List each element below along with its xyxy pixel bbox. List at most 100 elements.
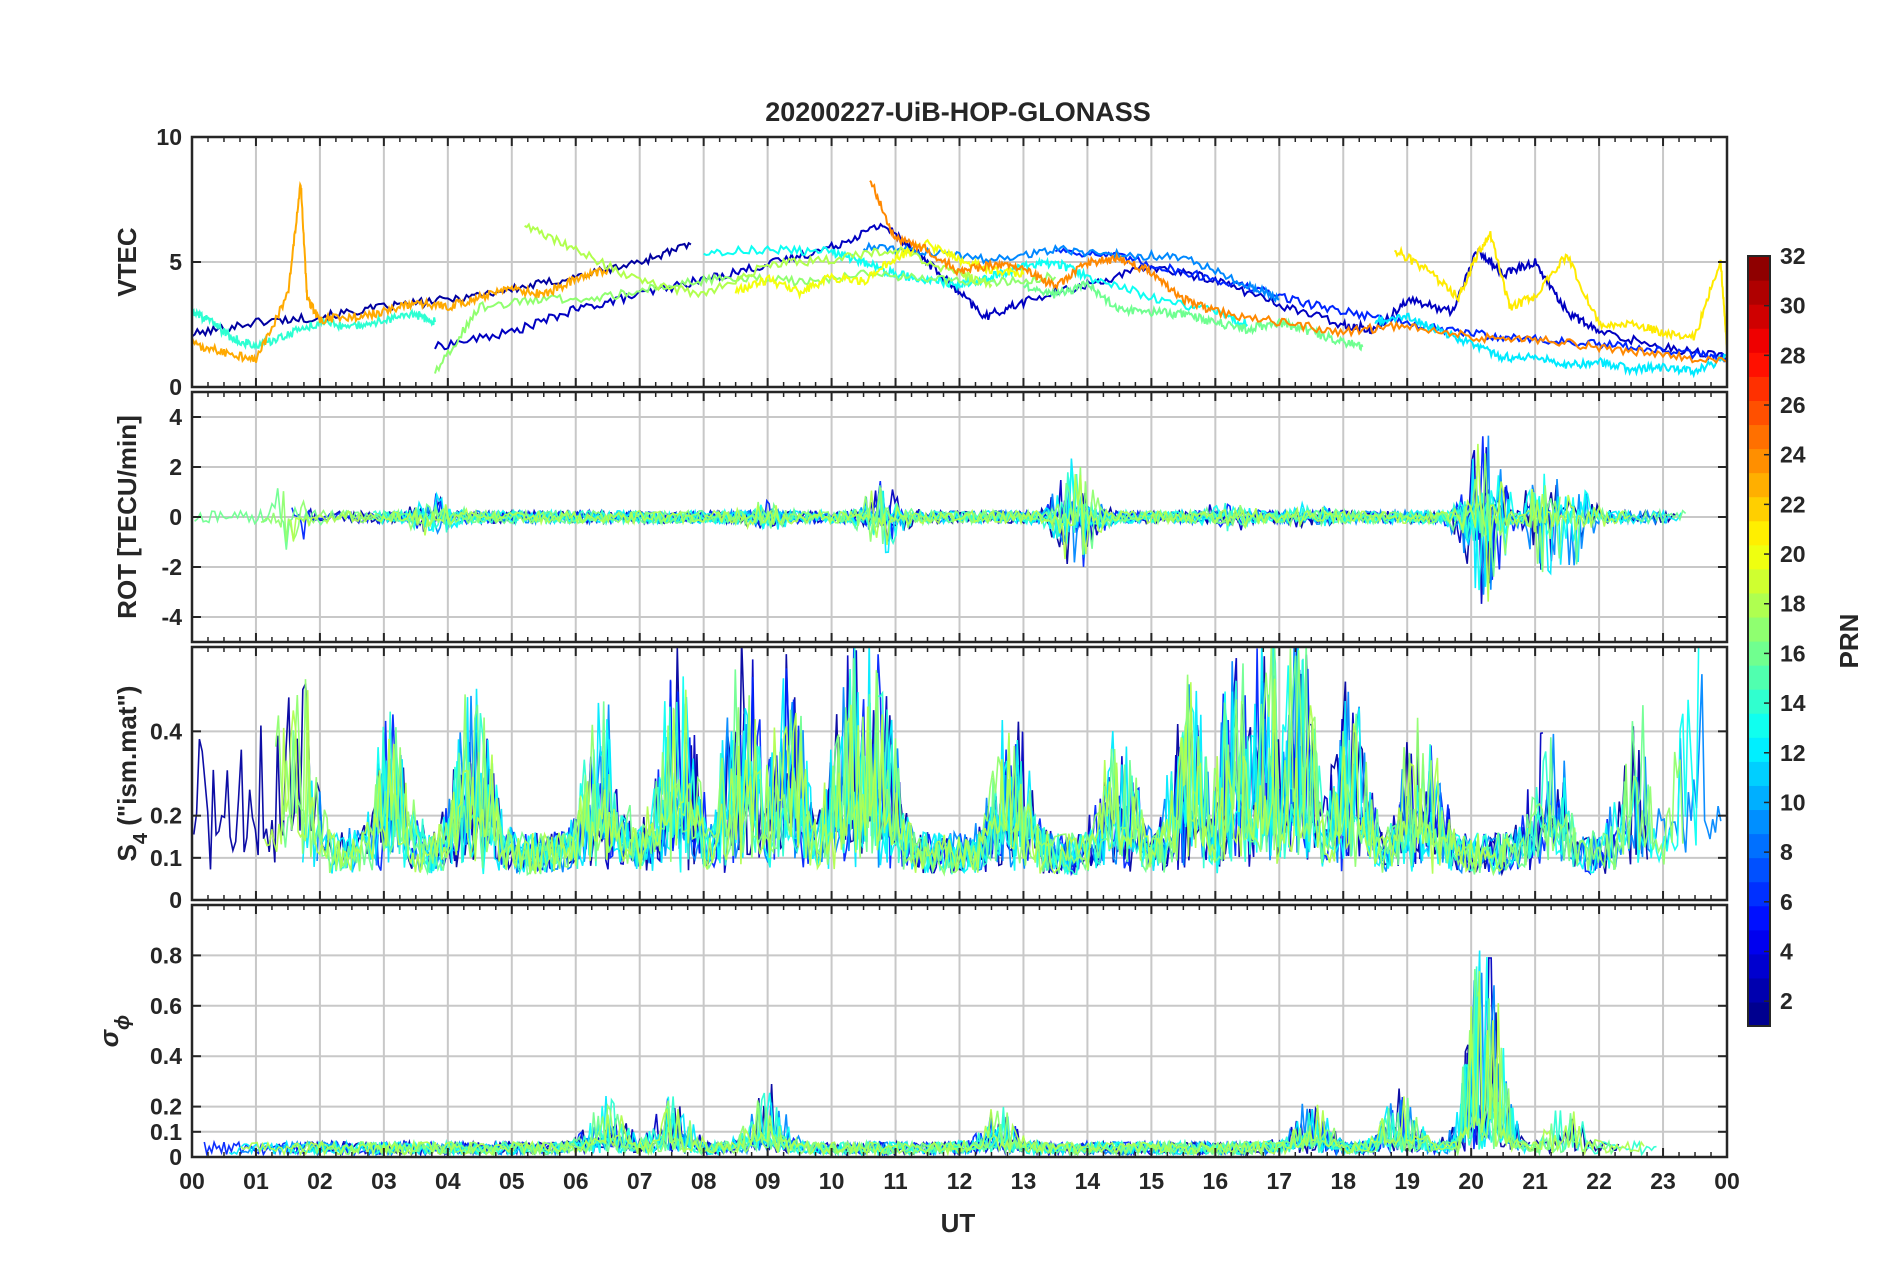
y-tick-label: 0.1 [150,845,182,871]
y-tick-label: 0 [169,1144,182,1170]
colorbar-tick-label: 8 [1780,839,1793,865]
series-prn-23 [192,181,609,364]
trace-s4-9 [263,678,1510,875]
x-tick-label: 02 [307,1168,333,1194]
x-tick-label: 01 [243,1168,269,1194]
y-tick-label: 0.1 [150,1119,182,1145]
x-tick-label: 04 [435,1168,461,1194]
trace-rot-8 [260,453,1561,573]
figure-title: 20200227-UiB-HOP-GLONASS [765,97,1151,127]
trace-sigma-4 [228,950,1528,1157]
data-s4 [193,647,1722,877]
colorbar-band [1748,304,1770,329]
trace-s4-8 [274,647,1684,877]
series-prn-12 [1374,312,1727,379]
x-tick-label: 23 [1650,1168,1676,1194]
panel-vtec: 0 5 10 VTEC [112,124,1729,400]
x-tick-label: 15 [1139,1168,1165,1194]
colorbar-band [1748,256,1770,281]
colorbar-band [1748,424,1770,450]
series-prn-16 [1022,279,1364,352]
series-prn-18 [524,222,993,299]
x-tick-label: 06 [563,1168,589,1194]
trace-rot-1 [305,447,1557,604]
colorbar-frame [1747,255,1771,1027]
x-tick-label: 16 [1203,1168,1229,1194]
colorbar-band [1748,544,1770,570]
x-tick-label: 09 [755,1168,781,1194]
x-tick-label: 19 [1394,1168,1420,1194]
x-tick-label: 08 [691,1168,717,1194]
y-tick-label: 0 [169,504,182,530]
colorbar-band [1748,833,1770,859]
colorbar-tick-label: 24 [1780,442,1806,468]
x-tick-label: 11 [883,1168,908,1194]
colorbar-band [1748,641,1770,666]
colorbar-band [1748,376,1770,401]
colorbar-band [1748,520,1770,546]
x-tick-label: 00 [179,1168,205,1194]
colorbar-band [1748,496,1770,522]
y-tick-label: 0.2 [150,1094,182,1120]
x-tick-label: 05 [499,1168,525,1194]
colorbar-tick-label: 32 [1780,243,1806,269]
colorbar-tick-label: 14 [1780,690,1806,716]
x-tick-label: 00 [1714,1168,1740,1194]
colorbar-band [1748,472,1770,498]
colorbar-tick-label: 4 [1780,938,1793,964]
colorbar-tick-label: 16 [1780,640,1806,666]
colorbar-band [1748,400,1770,426]
y-tick-label: -2 [162,554,182,580]
y-tick-label: 0.8 [150,942,182,968]
trace-rot-9 [288,443,1631,602]
colorbar-tick-label: 20 [1780,541,1806,567]
colorbar-tick-label: 6 [1780,889,1793,915]
trace-sigma-9 [240,971,1645,1157]
colorbar-band [1748,977,1770,1003]
data-sigma [203,950,1657,1157]
x-tick-label: 20 [1458,1168,1484,1194]
series-prn-21 [1394,230,1727,350]
series-prn-2 [192,241,692,338]
data-vtec [192,180,1727,379]
series-prn-20 [734,238,1025,300]
y-tick-label: 0.6 [150,993,182,1019]
x-tick-label: 10 [819,1168,845,1194]
colorbar-band [1748,592,1770,618]
y-axis-label-sigma: σϕ [94,1015,134,1047]
colorbar-band [1748,929,1770,955]
x-tick-label: 13 [1011,1168,1037,1194]
x-tick-label: 22 [1586,1168,1612,1194]
colorbar-tick-label: 30 [1780,293,1806,319]
x-tick-label: 07 [627,1168,653,1194]
trace-rot-6 [372,472,1496,546]
colorbar-band [1748,737,1770,762]
x-tick-label: 14 [1075,1168,1101,1194]
colorbar-band [1748,857,1770,883]
trace-sigma-0 [291,1012,1620,1157]
x-tick-label: 17 [1266,1168,1292,1194]
y-axis-label-rot: ROT [TECU/min] [112,415,142,619]
colorbar-tick-label: 2 [1780,988,1793,1014]
colorbar-band [1748,953,1770,979]
trace-rot-5 [372,469,1627,591]
colorbar-tick-label: 26 [1780,392,1806,418]
colorbar-band [1748,785,1770,811]
colorbar-band [1748,448,1770,474]
data-rot [194,435,1687,604]
y-tick-label: 0.4 [150,718,182,744]
trace-sigma-7 [370,969,1617,1157]
trace-rot-2 [291,436,1522,580]
colorbar-tick-label: 28 [1780,342,1806,368]
colorbar-tick-label: 12 [1780,740,1806,766]
colorbar-label: PRN [1834,614,1864,669]
panel-rot: -4 -2 0 2 4 ROT [TECU/min] [112,390,1729,644]
series-prn-9 [862,241,1280,303]
colorbar-band [1748,881,1770,907]
x-tick-label: 12 [947,1168,973,1194]
y-axis-label-vtec: VTEC [112,227,142,297]
x-tick-label: 03 [371,1168,397,1194]
y-tick-label: 0 [169,374,182,400]
